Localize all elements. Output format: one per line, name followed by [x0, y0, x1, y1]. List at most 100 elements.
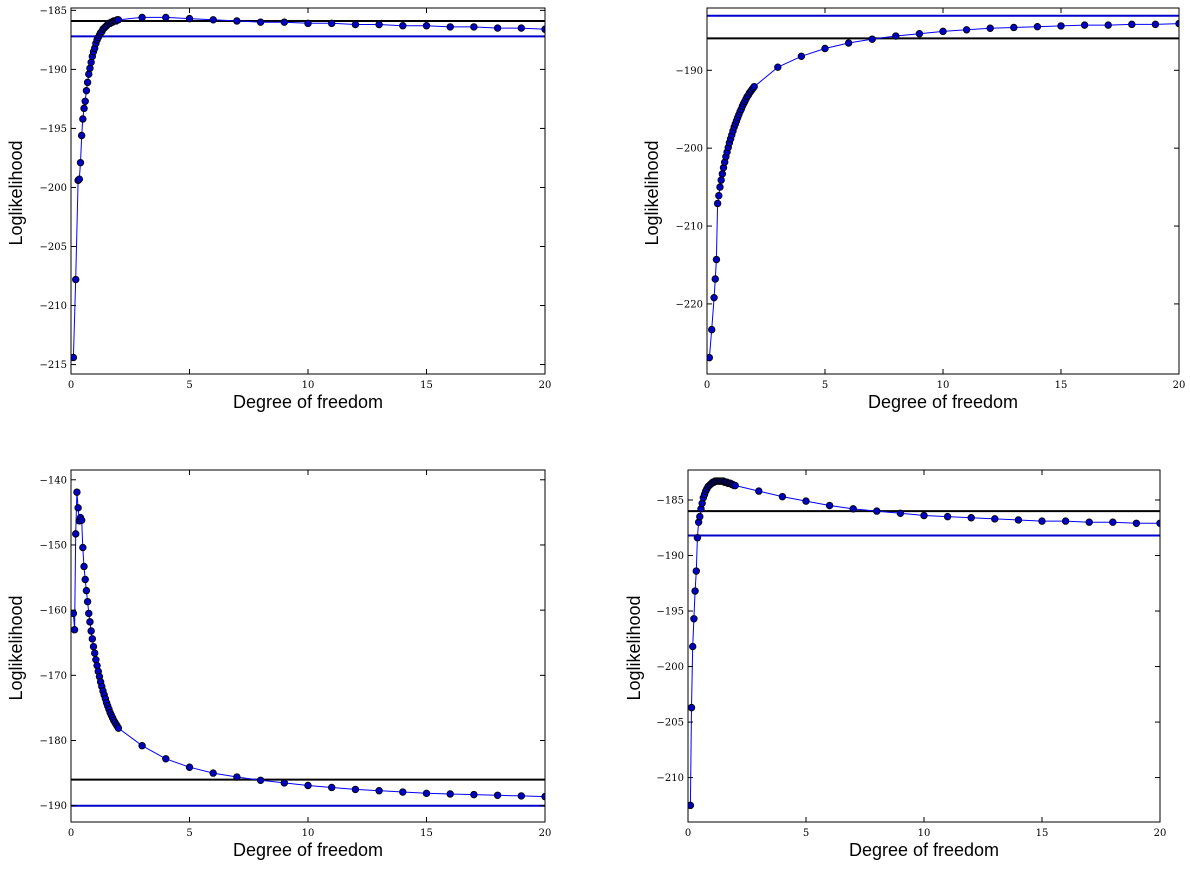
data-point	[1080, 21, 1089, 29]
data-point	[209, 769, 217, 777]
x-tick-label: 10	[302, 828, 315, 839]
data-point	[446, 790, 454, 798]
y-tick-label: −205	[40, 242, 67, 253]
data-point	[690, 615, 698, 623]
data-point	[87, 58, 95, 67]
data-point	[280, 779, 288, 787]
data-point	[209, 16, 217, 24]
data-point	[85, 70, 93, 78]
data-point	[691, 587, 699, 595]
panel-top-left: 0 5 10 15 20 −215 −210 −205 −200 −195 −190 −185 Degr…	[6, 6, 551, 412]
data-point	[693, 534, 702, 542]
data-point	[892, 32, 900, 40]
y-tick-label: −210	[676, 222, 703, 233]
y-tick-label: −150	[40, 540, 67, 551]
x-tick-label: 15	[1036, 828, 1049, 839]
y-tick-label: −210	[657, 773, 684, 784]
y-axis-label: Loglikelihood	[6, 595, 26, 700]
data-point	[138, 742, 146, 750]
data-point	[375, 20, 383, 29]
data-point	[755, 487, 763, 495]
data-point	[280, 18, 288, 26]
data-point	[920, 511, 928, 520]
data-point	[86, 618, 94, 626]
x-tick-label: 5	[186, 828, 192, 839]
data-point	[1061, 517, 1070, 525]
y-axis-label: Loglikelihood	[624, 595, 644, 700]
data-point	[422, 22, 431, 30]
data-point	[873, 507, 881, 515]
data-point	[138, 13, 146, 22]
y-tick-label: −195	[657, 607, 684, 618]
data-point	[256, 18, 265, 26]
data-point	[72, 530, 80, 538]
data-point	[399, 22, 407, 30]
data-point	[1057, 22, 1065, 30]
data-point	[731, 481, 739, 490]
data-point	[962, 26, 971, 34]
data-point	[1104, 21, 1112, 29]
x-tick-label: 5	[803, 828, 809, 839]
data-point	[162, 13, 170, 22]
data-point	[1033, 22, 1042, 31]
y-tick-label: −210	[40, 301, 67, 312]
data-point	[718, 170, 727, 178]
data-point	[715, 191, 723, 200]
data-point	[75, 175, 83, 183]
data-point	[89, 642, 98, 651]
data-point	[844, 39, 853, 47]
series-line	[72, 492, 545, 798]
data-point	[1014, 516, 1023, 524]
data-point	[83, 597, 92, 606]
x-tick-label: 0	[68, 828, 74, 839]
data-point	[114, 16, 123, 24]
x-tick-label: 15	[1055, 380, 1068, 391]
data-point	[304, 781, 312, 790]
x-tick-label: 10	[302, 380, 315, 391]
series-line	[72, 16, 545, 358]
data-point	[967, 514, 975, 522]
y-tick-label: −180	[40, 736, 67, 747]
plot-area	[688, 477, 1160, 810]
y-tick-label: −200	[657, 662, 684, 673]
data-point	[689, 642, 697, 651]
x-tick-label: 0	[685, 828, 691, 839]
data-point	[446, 23, 454, 31]
data-point	[81, 575, 89, 584]
data-point	[717, 176, 725, 184]
data-point	[83, 78, 92, 87]
data-point	[304, 19, 312, 28]
data-point	[707, 353, 714, 362]
data-point	[351, 785, 360, 794]
data-point	[77, 131, 86, 140]
data-point	[896, 509, 905, 518]
panel-top-right: 0 5 10 15 20 −220 −210 −200 −190 Degree of freedo…	[642, 7, 1186, 412]
x-tick-label: 15	[420, 380, 433, 391]
data-point	[1109, 518, 1117, 526]
data-point	[77, 516, 86, 524]
data-point	[825, 501, 834, 510]
data-point	[1010, 23, 1018, 32]
data-point	[82, 86, 91, 95]
data-point	[541, 25, 545, 33]
x-tick-label: 15	[420, 828, 433, 839]
data-point	[991, 515, 999, 523]
data-point	[716, 183, 724, 191]
data-point	[80, 104, 88, 113]
series-line	[689, 480, 1160, 806]
data-point	[71, 353, 78, 362]
data-point	[185, 763, 194, 771]
x-axis-label: Degree of freedom	[233, 392, 383, 412]
plot-frame	[706, 7, 1180, 375]
data-point	[185, 14, 194, 23]
x-tick-label: 20	[1173, 380, 1186, 391]
y-tick-label: −170	[40, 671, 67, 682]
data-point	[541, 792, 545, 801]
x-tick-label: 20	[1154, 828, 1167, 839]
panel-bottom-right: 0 5 10 15 20 −210 −205 −200 −195 −190 −185 Degree o…	[624, 469, 1167, 860]
y-tick-label: −215	[40, 360, 67, 371]
plot-area	[71, 488, 545, 807]
data-point	[90, 649, 99, 657]
data-point	[82, 586, 91, 595]
plot-frame	[70, 7, 546, 375]
